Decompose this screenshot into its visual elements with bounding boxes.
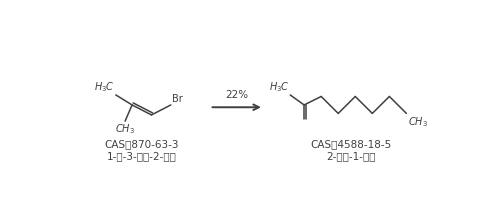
Text: $H_3C$: $H_3C$ bbox=[269, 80, 289, 94]
Text: CAS：870-63-3: CAS：870-63-3 bbox=[104, 139, 179, 149]
Text: 2-甲基-1-辛烯: 2-甲基-1-辛烯 bbox=[326, 151, 375, 161]
Text: $CH_3$: $CH_3$ bbox=[408, 115, 428, 129]
Text: CAS：4588-18-5: CAS：4588-18-5 bbox=[310, 139, 391, 149]
Text: Br: Br bbox=[172, 94, 182, 104]
Text: $CH_3$: $CH_3$ bbox=[115, 123, 135, 136]
Text: $H_3C$: $H_3C$ bbox=[94, 80, 115, 94]
Text: 22%: 22% bbox=[225, 90, 248, 100]
Text: 1-溴-3-甲基-2-丁烯: 1-溴-3-甲基-2-丁烯 bbox=[107, 151, 176, 161]
